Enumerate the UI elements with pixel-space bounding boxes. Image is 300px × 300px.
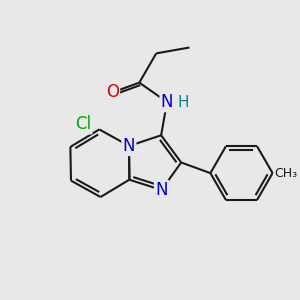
Text: O: O bbox=[106, 83, 119, 101]
Text: H: H bbox=[177, 94, 189, 110]
Text: N: N bbox=[161, 93, 173, 111]
Text: N: N bbox=[123, 137, 135, 155]
Text: CH₃: CH₃ bbox=[274, 167, 297, 180]
Text: Cl: Cl bbox=[75, 115, 91, 133]
Text: N: N bbox=[155, 181, 168, 199]
